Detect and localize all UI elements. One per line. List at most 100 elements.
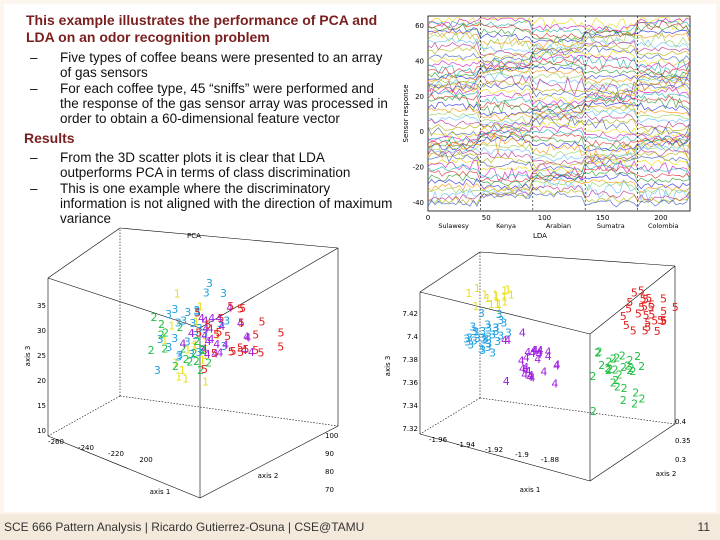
- class-4-point: 4: [202, 315, 209, 328]
- y-tick-label: 60: [415, 22, 424, 30]
- class-4-point: 4: [545, 350, 552, 363]
- class-2-point: 2: [598, 359, 605, 372]
- class-1-point: 1: [494, 298, 501, 311]
- class-3-point: 3: [494, 335, 501, 348]
- axis2-tick-label: 0.3: [675, 456, 686, 464]
- class-5-point: 5: [657, 314, 664, 327]
- class-3-point: 3: [184, 335, 191, 348]
- class-4-point: 4: [529, 347, 536, 360]
- class-3-point: 3: [478, 343, 485, 356]
- axis2-tick-label: 90: [325, 450, 334, 458]
- class-1-point: 1: [174, 287, 181, 300]
- axis3-tick-label: 20: [37, 377, 46, 385]
- class-1-point: 1: [175, 370, 182, 383]
- sensor-series-line: [427, 74, 691, 102]
- sensor-series-line: [427, 176, 691, 204]
- class-5-point: 5: [213, 328, 220, 341]
- sensor-series-line: [427, 159, 691, 183]
- class-5-point: 5: [258, 346, 265, 359]
- class-3-point: 3: [196, 322, 203, 335]
- class-5-point: 5: [620, 310, 627, 323]
- axis3-tick-label: 7.38: [402, 356, 418, 364]
- class-5-point: 5: [640, 292, 647, 305]
- class-5-point: 5: [227, 300, 234, 313]
- class-1-point: 1: [465, 287, 472, 300]
- class-2-point: 2: [594, 347, 601, 360]
- class-4-point: 4: [519, 327, 526, 340]
- class-5-point: 5: [644, 317, 651, 330]
- axis1-tick-label: -1.88: [541, 456, 559, 464]
- class-1-point: 1: [505, 284, 512, 297]
- bullet-dash: –: [30, 81, 38, 96]
- sensor-series-line: [427, 60, 691, 79]
- slide-title: This example illustrates the performance…: [26, 12, 378, 45]
- class-4-point: 4: [551, 377, 558, 390]
- axis3-tick-label: 25: [37, 352, 46, 360]
- sensor-series-line: [427, 40, 691, 58]
- class-1-point: 1: [496, 298, 503, 311]
- sensor-series-line: [427, 120, 691, 141]
- sensor-series-line: [427, 125, 691, 142]
- class-5-point: 5: [259, 316, 266, 329]
- sensor-series-line: [427, 101, 691, 118]
- axis1-tick-label: -1.94: [457, 441, 476, 449]
- class-2-point: 2: [158, 328, 165, 341]
- class-2-point: 2: [186, 355, 193, 368]
- class-1-point: 1: [493, 290, 500, 303]
- footer-course: SCE 666 Pattern Analysis | Ricardo Gutie…: [4, 520, 365, 534]
- class-5-point: 5: [648, 298, 655, 311]
- class-3-point: 3: [220, 287, 227, 300]
- axis3-tick-label: 7.42: [402, 310, 418, 318]
- class-4-point: 4: [205, 335, 212, 348]
- axis1-tick-label: -1.96: [429, 436, 448, 444]
- class-5-point: 5: [239, 302, 246, 315]
- class-2-point: 2: [612, 374, 619, 387]
- lda-scatter-chart: LDA7.427.47.387.367.347.32-1.96-1.94-1.9…: [384, 232, 691, 494]
- y-tick-label: 40: [415, 57, 424, 65]
- class-5-point: 5: [638, 285, 645, 298]
- box-edge: [119, 227, 339, 249]
- class-2-point: 2: [610, 377, 617, 390]
- axis3-tick-label: 7.34: [402, 402, 418, 410]
- class-3-point: 3: [190, 317, 197, 330]
- class-5-point: 5: [218, 312, 225, 325]
- class-2-point: 2: [619, 350, 626, 363]
- class-3-point: 3: [484, 319, 491, 332]
- class-4-point: 4: [248, 346, 255, 359]
- class-5-point: 5: [651, 315, 658, 328]
- class-4-point: 4: [522, 361, 529, 374]
- box-edge: [589, 265, 676, 335]
- axis3-tick-label: 7.32: [402, 425, 418, 433]
- class-5-point: 5: [625, 303, 632, 316]
- class-1-point: 1: [184, 343, 191, 356]
- class-4-point: 4: [504, 334, 511, 347]
- class-2-point: 2: [632, 386, 639, 399]
- class-3-point: 3: [220, 340, 227, 353]
- axis2-tick-label: 0.4: [675, 418, 687, 426]
- class-4-point: 4: [237, 317, 244, 330]
- class-3-point: 3: [469, 321, 476, 334]
- class-4-point: 4: [523, 352, 530, 365]
- class-3-point: 3: [165, 308, 172, 321]
- class-3-point: 3: [171, 303, 178, 316]
- y-tick-label: -40: [413, 199, 424, 207]
- class-2-point: 2: [198, 343, 205, 356]
- class-3-point: 3: [478, 307, 485, 320]
- box-edge: [419, 397, 481, 435]
- axis1-tick-label: 200: [139, 456, 152, 464]
- class-2-point: 2: [627, 354, 634, 367]
- class-4-point: 4: [208, 333, 215, 346]
- class-3-point: 3: [485, 331, 492, 344]
- class-2-point: 2: [628, 362, 635, 375]
- class-1-point: 1: [199, 353, 206, 366]
- class-1-point: 1: [204, 319, 211, 332]
- class-4-point: 4: [553, 359, 560, 372]
- class-3-point: 3: [196, 346, 203, 359]
- class-4-point: 4: [243, 330, 250, 343]
- sensor-series-line: [427, 131, 691, 147]
- class-2-point: 2: [614, 381, 621, 394]
- sensor-series-line: [427, 17, 691, 32]
- sensor-series-line: [427, 29, 691, 49]
- axis2-label: axis 2: [258, 472, 279, 480]
- class-3-point: 3: [201, 327, 208, 340]
